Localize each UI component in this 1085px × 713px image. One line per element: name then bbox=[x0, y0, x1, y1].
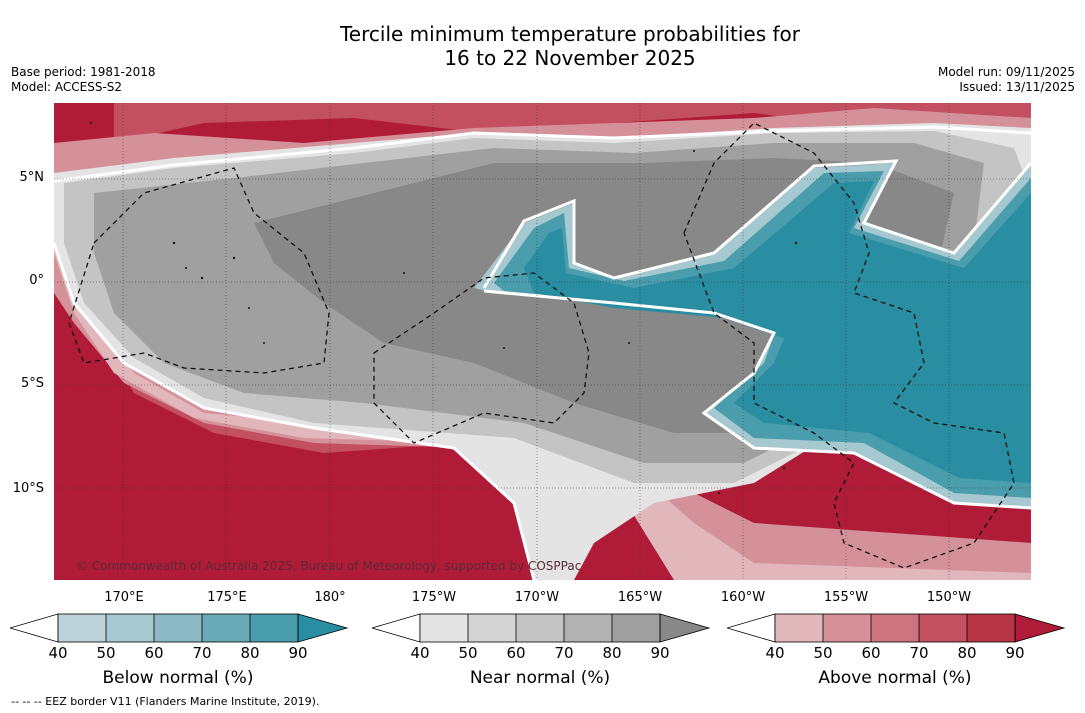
cbar-above-arrow-left bbox=[727, 613, 776, 643]
cbar-above-seg-4 bbox=[967, 614, 1015, 642]
title-line-2: 16 to 22 November 2025 bbox=[444, 46, 696, 70]
colorbar-above-normal bbox=[727, 613, 1066, 643]
map-canvas bbox=[54, 103, 1031, 580]
meta-right: Model run: 09/11/2025 Issued: 13/11/2025 bbox=[938, 65, 1075, 95]
cbar-above-tick-40: 40 bbox=[765, 644, 785, 662]
lon-label-180: 180° bbox=[314, 590, 346, 605]
cbar-above-arrow-right bbox=[1014, 613, 1066, 643]
lon-label-155w: 155°W bbox=[823, 590, 869, 605]
cbar-above-tick-90: 90 bbox=[1005, 644, 1025, 662]
title-line-1: Tercile minimum temperature probabilitie… bbox=[339, 22, 801, 46]
boundary-line-south bbox=[54, 242, 536, 580]
eez-borders bbox=[68, 122, 1015, 569]
lat-label-5s: 5°S bbox=[20, 376, 44, 391]
cbar-near-seg-3 bbox=[564, 614, 612, 642]
islands bbox=[90, 122, 798, 494]
boundary-line-north bbox=[54, 125, 1031, 183]
model-run: Model run: 09/11/2025 bbox=[937, 65, 1075, 79]
cbar-below-tick-90: 90 bbox=[288, 644, 308, 662]
copyright-notice: © Commonwealth of Australia 2025, Bureau… bbox=[76, 559, 582, 573]
cbar-near-tick-60: 60 bbox=[506, 644, 526, 662]
lat-label-10s: 10°S bbox=[12, 481, 44, 496]
cbar-near-tick-40: 40 bbox=[410, 644, 430, 662]
gridlines bbox=[54, 103, 1031, 580]
cbar-below-arrow-left bbox=[10, 613, 59, 643]
model-name: Model: ACCESS-S2 bbox=[11, 80, 123, 94]
cbar-near-arrow-right bbox=[659, 613, 711, 643]
cbar-below-seg-1 bbox=[106, 614, 154, 642]
lon-label-150w: 150°W bbox=[926, 590, 972, 605]
lat-label-5n: 5°N bbox=[19, 170, 45, 185]
boundary-line-blue bbox=[482, 159, 1031, 510]
issued-date: Issued: 13/11/2025 bbox=[959, 80, 1075, 94]
cbar-near-title: Near normal (%) bbox=[469, 668, 611, 688]
cbar-near-seg-2 bbox=[516, 614, 564, 642]
cbar-above-seg-3 bbox=[919, 614, 967, 642]
lon-label-165w: 165°W bbox=[617, 590, 663, 605]
region-above-light-west bbox=[54, 213, 1031, 580]
lat-label-0: 0° bbox=[29, 273, 44, 288]
cbar-above-tick-80: 80 bbox=[957, 644, 977, 662]
lon-label-175e: 175°E bbox=[207, 590, 247, 605]
cbar-below-tick-70: 70 bbox=[192, 644, 212, 662]
cbar-below-tick-50: 50 bbox=[96, 644, 116, 662]
cbar-below-seg-4 bbox=[250, 614, 298, 642]
base-period: Base period: 1981-2018 bbox=[11, 65, 156, 79]
region-above-mid-north bbox=[114, 103, 1031, 143]
meta-left: Base period: 1981-2018 Model: ACCESS-S2 bbox=[11, 65, 156, 95]
cbar-near-tick-50: 50 bbox=[458, 644, 478, 662]
cbar-above-tick-50: 50 bbox=[813, 644, 833, 662]
cbar-above-seg-2 bbox=[871, 614, 919, 642]
cbar-below-tick-80: 80 bbox=[240, 644, 260, 662]
cbar-below-title: Below normal (%) bbox=[102, 668, 254, 688]
lon-label-170e: 170°E bbox=[104, 590, 144, 605]
cbar-below-seg-0 bbox=[58, 614, 106, 642]
cbar-near-arrow-left bbox=[372, 613, 421, 643]
lon-label-175w: 175°W bbox=[411, 590, 457, 605]
cbar-near-seg-4 bbox=[612, 614, 660, 642]
cbar-above-title: Above normal (%) bbox=[818, 668, 972, 688]
lon-label-160w: 160°W bbox=[720, 590, 766, 605]
cbar-near-seg-1 bbox=[468, 614, 516, 642]
cbar-above-seg-1 bbox=[823, 614, 871, 642]
cbar-near-tick-90: 90 bbox=[650, 644, 670, 662]
cbar-near-tick-80: 80 bbox=[602, 644, 622, 662]
probability-map bbox=[54, 103, 1031, 580]
cbar-above-tick-70: 70 bbox=[909, 644, 929, 662]
lon-label-170w: 170°W bbox=[514, 590, 560, 605]
cbar-near-tick-70: 70 bbox=[554, 644, 574, 662]
map-title: Tercile minimum temperature probabilitie… bbox=[0, 22, 1085, 70]
cbar-below-arrow-right bbox=[297, 613, 349, 643]
eez-footnote: -- -- -- EEZ border V11 (Flanders Marine… bbox=[11, 695, 320, 708]
cbar-below-seg-3 bbox=[202, 614, 250, 642]
colorbar-below-normal bbox=[10, 613, 349, 643]
colorbar-near-normal bbox=[372, 613, 711, 643]
cbar-near-seg-0 bbox=[420, 614, 468, 642]
cbar-below-tick-60: 60 bbox=[144, 644, 164, 662]
cbar-below-tick-40: 40 bbox=[48, 644, 68, 662]
cbar-above-tick-60: 60 bbox=[861, 644, 881, 662]
cbar-above-seg-0 bbox=[775, 614, 823, 642]
cbar-below-seg-2 bbox=[154, 614, 202, 642]
